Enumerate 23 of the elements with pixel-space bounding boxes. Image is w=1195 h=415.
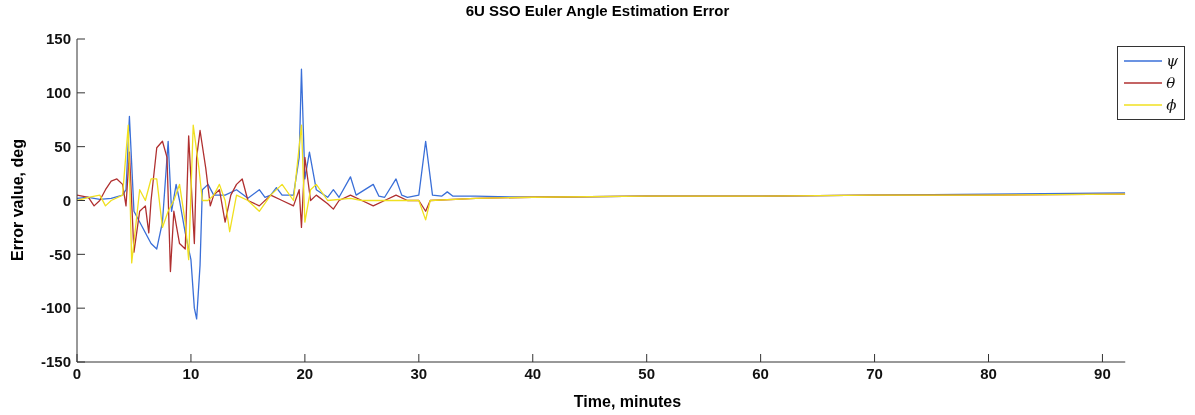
y-tick-label: -150 [40, 353, 71, 371]
x-tick-label: 30 [410, 364, 428, 382]
x-axis-title: Time, minutes [572, 393, 683, 411]
y-tick-label: -50 [49, 245, 71, 263]
y-tick-label: 150 [45, 30, 71, 48]
x-tick-label: 40 [524, 364, 542, 382]
y-tick-label: 50 [54, 137, 71, 155]
x-tick-label: 50 [638, 364, 656, 382]
y-tick-label: -100 [40, 299, 71, 317]
y-axis-title: Error value, deg [9, 139, 27, 261]
x-tick-label: 20 [296, 364, 314, 382]
x-tick-label: 70 [866, 364, 883, 382]
legend-label: ψ [1166, 51, 1178, 72]
x-tick-label: 10 [182, 364, 200, 382]
chart-title: 6U SSO Euler Angle Estimation Error [464, 2, 731, 19]
x-tick-label: 60 [752, 364, 769, 382]
y-tick-label: 100 [45, 84, 71, 102]
legend-label: ϕ [1166, 95, 1177, 116]
y-tick-label: 0 [62, 191, 71, 209]
x-tick-label: 80 [980, 364, 997, 382]
legend-label: θ [1166, 73, 1176, 94]
x-tick-label: 0 [72, 364, 82, 382]
x-tick-label: 90 [1094, 364, 1111, 382]
